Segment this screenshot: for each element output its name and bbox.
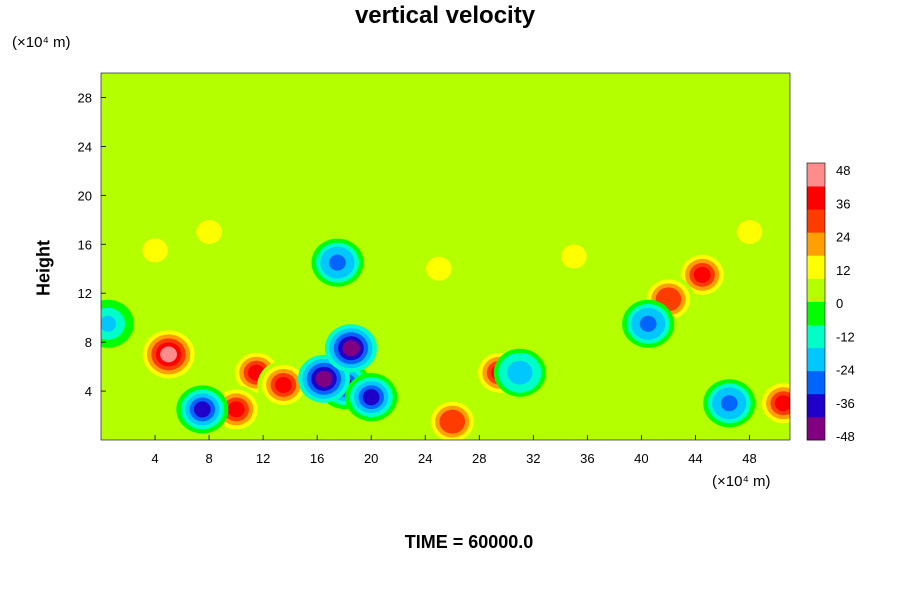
y-tick-label: 24 xyxy=(78,139,92,154)
colorbar-segment xyxy=(807,393,825,418)
colorbar-tick-label: 36 xyxy=(836,196,850,211)
x-tick-label: 4 xyxy=(151,451,158,466)
colorbar-tick-label: -24 xyxy=(836,363,855,378)
velocity-contour xyxy=(693,266,711,283)
y-tick-label: 12 xyxy=(78,286,92,301)
velocity-contour xyxy=(720,395,738,412)
y-tick-label: 16 xyxy=(78,237,92,252)
velocity-contour xyxy=(430,260,448,277)
colorbar-segment xyxy=(807,186,825,210)
x-axis: 4 8 12 16 20 24 28 32 36 40 44 48 xyxy=(151,435,757,466)
velocity-contour xyxy=(200,224,218,241)
colorbar-segment xyxy=(807,347,825,372)
velocity-cell-9 xyxy=(311,238,364,287)
colorbar-segment xyxy=(807,416,825,441)
colorbar-segment xyxy=(807,324,825,349)
colorbar-tick-label: 12 xyxy=(836,263,850,278)
velocity-cell-2 xyxy=(257,360,310,409)
velocity-cell-0 xyxy=(142,330,195,379)
chart-title: vertical velocity xyxy=(354,2,536,29)
velocity-cell-16 xyxy=(757,379,790,428)
velocity-contour xyxy=(774,395,790,412)
y-tick-label: 28 xyxy=(78,90,92,105)
colorbar-tick-label: -36 xyxy=(836,396,855,411)
colorbar-segment xyxy=(807,301,825,325)
velocity-contour xyxy=(443,413,461,430)
time-label: TIME = 60000.0 xyxy=(404,532,534,552)
velocity-cell-4 xyxy=(176,385,229,434)
velocity-contour xyxy=(193,401,211,418)
y-tick-label: 20 xyxy=(78,188,92,203)
heatmap-plot-area xyxy=(101,73,790,440)
x-tick-label: 28 xyxy=(472,451,486,466)
velocity-cell-11 xyxy=(426,397,479,440)
velocity-cell-23 xyxy=(723,208,776,257)
velocity-contour xyxy=(274,376,292,393)
colorbar-tick-label: -12 xyxy=(836,329,855,344)
x-tick-label: 40 xyxy=(634,451,648,466)
velocity-cell-19 xyxy=(129,226,182,275)
velocity-cell-15 xyxy=(703,379,756,428)
velocity-contour xyxy=(362,389,380,406)
x-tick-label: 36 xyxy=(580,451,594,466)
x-tick-label: 44 xyxy=(688,451,702,466)
velocity-contour xyxy=(565,248,583,265)
velocity-cell-8 xyxy=(324,324,377,373)
colorbar-segment xyxy=(807,209,825,233)
velocity-contour xyxy=(329,254,346,271)
x-tick-label: 20 xyxy=(364,451,378,466)
velocity-cell-1 xyxy=(230,348,283,397)
x-tick-label: 12 xyxy=(256,451,270,466)
colorbar-segment xyxy=(807,163,825,187)
velocity-contour xyxy=(511,364,529,381)
x-axis-unit-label: (×10⁴ m) xyxy=(712,473,771,490)
velocity-contour xyxy=(315,370,333,387)
velocity-contour xyxy=(227,401,245,418)
colorbar-segment xyxy=(807,278,825,302)
velocity-contour xyxy=(160,346,177,363)
velocity-cell-22 xyxy=(183,208,236,257)
x-tick-label: 16 xyxy=(310,451,324,466)
velocity-cell-21 xyxy=(547,232,600,281)
colorbar-frame xyxy=(806,162,826,441)
velocity-contour xyxy=(639,315,657,332)
velocity-cell-17 xyxy=(493,348,546,397)
velocity-cell-20 xyxy=(412,244,465,293)
velocity-cell-14 xyxy=(622,299,675,348)
x-tick-label: 48 xyxy=(742,451,756,466)
x-tick-label: 24 xyxy=(418,451,432,466)
colorbar-tick-label: 0 xyxy=(836,296,843,311)
y-tick-label: 8 xyxy=(85,335,92,350)
velocity-contour xyxy=(660,291,677,308)
colorbar: 48 36 24 12 0 -12 -24 -36 -48 xyxy=(806,162,855,444)
colorbar-segment xyxy=(807,232,825,256)
x-tick-label: 8 xyxy=(205,451,212,466)
colorbar-tick-label: -48 xyxy=(836,429,855,444)
colorbar-tick-label: 24 xyxy=(836,230,850,245)
colorbar-segment xyxy=(807,255,825,279)
velocity-contour xyxy=(741,224,758,241)
velocity-contour xyxy=(146,242,164,259)
y-axis-unit-label: (×10⁴ m) xyxy=(12,34,71,51)
x-tick-label: 32 xyxy=(526,451,540,466)
colorbar-tick-label: 48 xyxy=(836,163,850,178)
velocity-contour xyxy=(101,315,117,332)
velocity-cell-18 xyxy=(101,299,134,348)
velocity-contour xyxy=(342,340,360,357)
colorbar-segment xyxy=(807,370,825,395)
plot-frame xyxy=(100,72,791,441)
y-axis: 4 8 12 16 20 24 28 xyxy=(78,90,106,399)
velocity-cell-6 xyxy=(345,373,398,422)
y-tick-label: 4 xyxy=(85,384,92,399)
